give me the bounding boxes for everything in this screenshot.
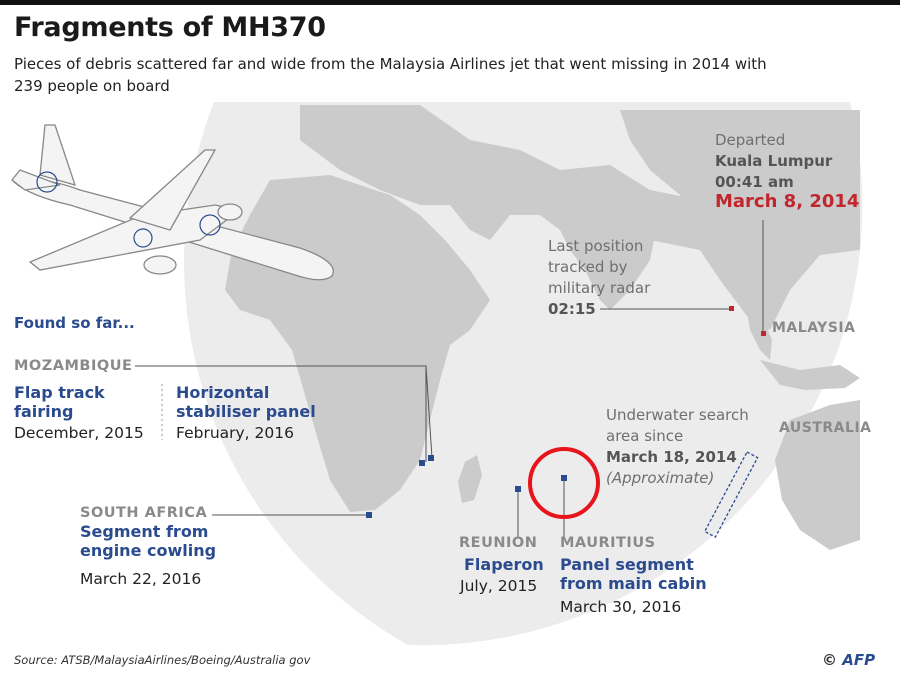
found-so-far-label: Found so far... bbox=[14, 314, 135, 332]
airplane-right-wing bbox=[128, 149, 217, 231]
cabin-panel-date: March 30, 2016 bbox=[560, 598, 682, 616]
stabiliser-line1: Horizontal bbox=[176, 383, 270, 402]
stabiliser-date: February, 2016 bbox=[176, 424, 294, 442]
land-india bbox=[560, 220, 655, 310]
airplane-illustration bbox=[11, 124, 334, 281]
airplane-engine-2 bbox=[217, 203, 243, 221]
land-europe-middle-east bbox=[300, 105, 720, 250]
cabin-panel-line1: Panel segment bbox=[560, 555, 694, 574]
last-position-line3: military radar bbox=[548, 279, 651, 297]
flap-track-date: December, 2015 bbox=[14, 424, 144, 442]
red-position-markers bbox=[729, 306, 766, 336]
reunion-country-label: REUNION bbox=[459, 535, 538, 551]
land-australia bbox=[775, 400, 860, 550]
mauritius-country-label: MAURITIUS bbox=[560, 535, 656, 551]
departed-date: March 8, 2014 bbox=[715, 191, 860, 212]
afp-credit: © AFP bbox=[822, 651, 875, 669]
airplane-tail bbox=[39, 124, 77, 186]
debris-markers bbox=[366, 455, 567, 518]
land-indonesia bbox=[760, 360, 860, 390]
marker-kuala-lumpur bbox=[761, 331, 766, 336]
australia-label: AUSTRALIA bbox=[779, 420, 872, 436]
leader-lines bbox=[135, 220, 764, 537]
last-position-line2: tracked by bbox=[548, 258, 628, 276]
airplane-tail-wing bbox=[11, 169, 61, 191]
malaysia-label: MALAYSIA bbox=[772, 320, 856, 336]
flap-track-line2: fairing bbox=[14, 402, 74, 421]
search-area-line2: area since bbox=[606, 427, 684, 445]
page-subtitle: Pieces of debris scattered far and wide … bbox=[14, 55, 767, 95]
south-africa-country-label: SOUTH AFRICA bbox=[80, 505, 208, 521]
top-rule bbox=[0, 0, 900, 5]
part-marker-tail bbox=[36, 171, 58, 193]
marker-mozambique-1 bbox=[419, 460, 425, 466]
marker-mozambique-2 bbox=[428, 455, 434, 461]
flap-track-line1: Flap track bbox=[14, 383, 105, 402]
marker-south-africa bbox=[366, 512, 372, 518]
departed-label: Departed bbox=[715, 131, 786, 149]
afp-logo: AFP bbox=[842, 651, 876, 669]
flaperon-date: July, 2015 bbox=[460, 577, 538, 595]
airplane-part-markers bbox=[36, 171, 221, 248]
marker-last-position bbox=[729, 306, 734, 311]
land-asia bbox=[620, 110, 860, 330]
airplane-left-wing bbox=[28, 204, 242, 271]
page-title: Fragments of MH370 bbox=[14, 12, 326, 43]
airplane-engine-1 bbox=[143, 255, 177, 275]
last-position-line1: Last position bbox=[548, 237, 644, 255]
land-malay-peninsula bbox=[745, 300, 772, 360]
source-credit: Source: ATSB/MalaysiaAirlines/Boeing/Aus… bbox=[14, 653, 311, 667]
search-area-note: (Approximate) bbox=[606, 469, 715, 487]
stabiliser-line2: stabiliser panel bbox=[176, 402, 316, 421]
departed-time: 00:41 am bbox=[715, 173, 794, 191]
search-area-date: March 18, 2014 bbox=[606, 448, 737, 466]
search-area-line1: Underwater search bbox=[606, 406, 749, 424]
cabin-panel-line2: from main cabin bbox=[560, 574, 707, 593]
part-marker-wing-2 bbox=[199, 214, 221, 236]
engine-cowling-line1: Segment from bbox=[80, 522, 209, 541]
departed-city: Kuala Lumpur bbox=[715, 152, 833, 170]
copyright-symbol: © bbox=[822, 651, 837, 669]
land-madagascar bbox=[458, 455, 482, 503]
engine-cowling-line2: engine cowling bbox=[80, 541, 217, 560]
marker-reunion bbox=[515, 486, 521, 492]
highlight-circle bbox=[528, 447, 600, 519]
marker-mauritius bbox=[561, 475, 567, 481]
part-marker-wing-1 bbox=[133, 228, 153, 248]
flaperon-label: Flaperon bbox=[464, 555, 544, 574]
mozambique-country-label: MOZAMBIQUE bbox=[14, 358, 133, 374]
leader-mozambique-2 bbox=[425, 365, 433, 459]
engine-cowling-date: March 22, 2016 bbox=[80, 570, 202, 588]
last-position-time: 02:15 bbox=[548, 300, 596, 318]
